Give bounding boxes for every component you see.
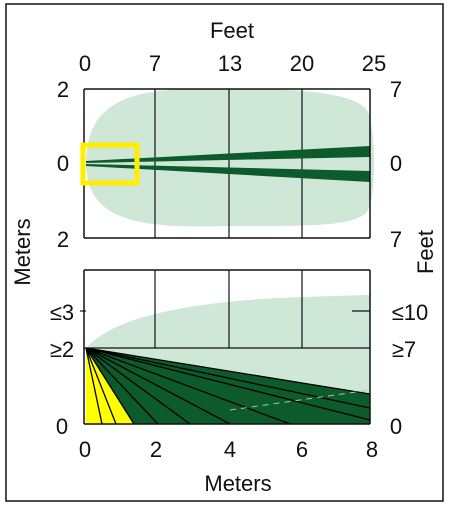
beam-ray	[85, 347, 135, 425]
top-tick-label: 25	[362, 51, 386, 76]
beam-ray	[85, 347, 371, 409]
bottom-tick-label: 2	[150, 437, 162, 462]
side-left-tick-label: ≤3	[50, 300, 74, 325]
top-tick-label: 0	[79, 51, 91, 76]
beam-ray	[85, 347, 191, 425]
side-view-panel	[80, 269, 371, 425]
side-right-tick-label: ≥7	[392, 337, 416, 362]
top-right-tick-label: 7	[390, 77, 402, 102]
reference-line	[229, 389, 371, 411]
side-right-tick-label: ≤10	[392, 300, 429, 325]
top-right-tick-label: 0	[390, 151, 402, 176]
left-side-unit-label: Meters	[10, 218, 35, 285]
top-tick-label: 20	[290, 51, 314, 76]
outer-frame	[5, 3, 444, 502]
side-right-tick-label: 0	[390, 414, 402, 439]
coverage-zone-side	[86, 295, 370, 394]
bottom-tick-label: 6	[296, 437, 308, 462]
side-left-tick-label: 0	[56, 414, 68, 439]
top-left-tick-label: 0	[57, 151, 69, 176]
bottom-tick-label: 4	[224, 437, 236, 462]
beam-ray	[85, 347, 371, 395]
top-view-panel	[80, 88, 374, 239]
detection-beam-lower	[86, 164, 370, 182]
detection-fan	[86, 348, 370, 424]
side-left-tick-label: ≥2	[50, 337, 74, 362]
beam-ray	[85, 347, 371, 421]
beam-ray	[85, 347, 103, 425]
bottom-tick-label: 0	[79, 437, 91, 462]
beam-ray	[85, 347, 291, 425]
bottom-tick-label: 8	[366, 437, 378, 462]
beam-ray	[85, 347, 117, 425]
detection-beam-upper	[86, 146, 370, 163]
right-side-unit-label: Feet	[413, 230, 438, 274]
beam-ray	[85, 347, 159, 425]
top-left-tick-label: 2	[57, 77, 69, 102]
sensor-highlight-box	[80, 142, 140, 186]
top-right-tick-label: 7	[390, 227, 402, 252]
beam-rays	[85, 347, 371, 425]
top-left-tick-label: 2	[57, 227, 69, 252]
bottom-axis-unit-label: Meters	[204, 471, 271, 496]
top-tick-label: 13	[218, 51, 242, 76]
top-tick-label: 7	[149, 51, 161, 76]
top-axis-unit-label: Feet	[210, 18, 254, 43]
beam-ray	[85, 347, 231, 425]
